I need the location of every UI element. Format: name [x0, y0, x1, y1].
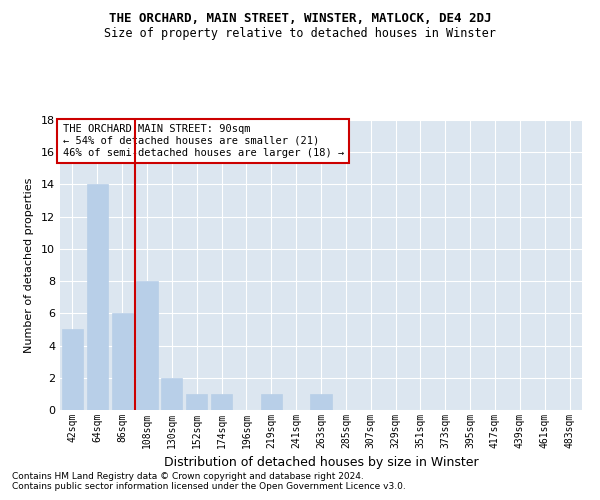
Y-axis label: Number of detached properties: Number of detached properties — [24, 178, 34, 352]
Bar — [87, 184, 108, 410]
Bar — [310, 394, 332, 410]
Bar — [161, 378, 182, 410]
Bar — [186, 394, 207, 410]
Bar — [136, 281, 158, 410]
Text: Contains public sector information licensed under the Open Government Licence v3: Contains public sector information licen… — [12, 482, 406, 491]
Bar — [261, 394, 282, 410]
Text: THE ORCHARD, MAIN STREET, WINSTER, MATLOCK, DE4 2DJ: THE ORCHARD, MAIN STREET, WINSTER, MATLO… — [109, 12, 491, 26]
Bar — [62, 330, 83, 410]
Text: Distribution of detached houses by size in Winster: Distribution of detached houses by size … — [164, 456, 478, 469]
Text: Size of property relative to detached houses in Winster: Size of property relative to detached ho… — [104, 28, 496, 40]
Bar — [112, 314, 133, 410]
Bar — [211, 394, 232, 410]
Text: THE ORCHARD MAIN STREET: 90sqm
← 54% of detached houses are smaller (21)
46% of : THE ORCHARD MAIN STREET: 90sqm ← 54% of … — [62, 124, 344, 158]
Text: Contains HM Land Registry data © Crown copyright and database right 2024.: Contains HM Land Registry data © Crown c… — [12, 472, 364, 481]
